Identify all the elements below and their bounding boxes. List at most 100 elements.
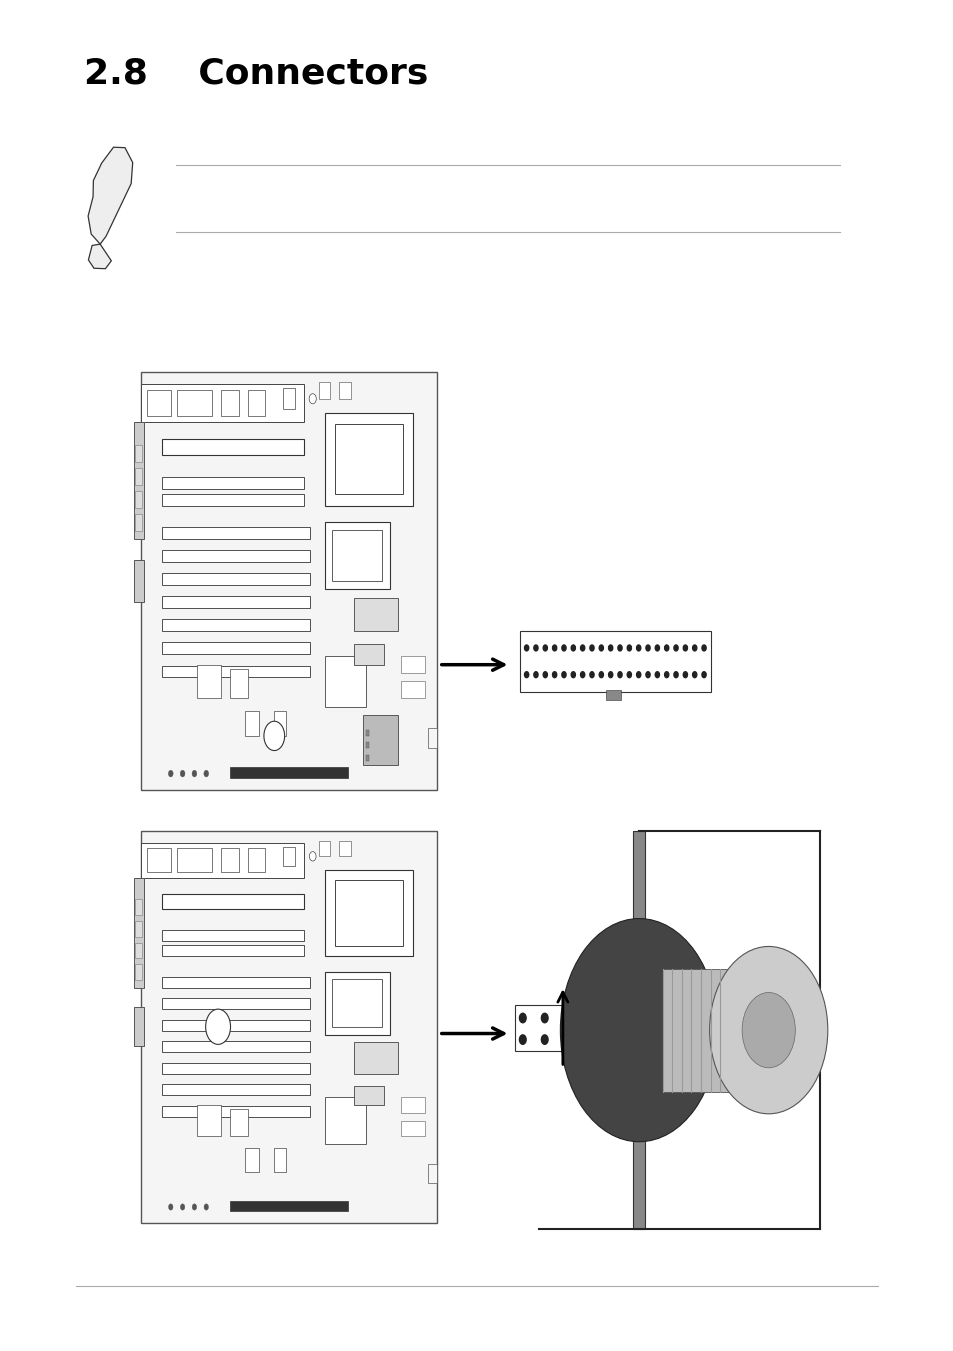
Circle shape xyxy=(608,671,612,678)
Bar xyxy=(734,988,747,1073)
Bar xyxy=(134,490,142,508)
Bar xyxy=(324,657,366,707)
Bar xyxy=(283,388,294,409)
Bar xyxy=(221,848,238,871)
Bar xyxy=(197,1105,221,1136)
Circle shape xyxy=(692,644,696,651)
Circle shape xyxy=(518,1013,526,1023)
Bar xyxy=(362,715,398,765)
Bar xyxy=(162,494,303,505)
Circle shape xyxy=(645,644,649,651)
Bar xyxy=(366,755,369,761)
Circle shape xyxy=(709,947,827,1113)
Circle shape xyxy=(664,671,668,678)
Bar xyxy=(134,965,142,979)
Bar xyxy=(162,893,303,909)
Bar xyxy=(244,1148,259,1171)
Bar xyxy=(176,390,212,416)
Circle shape xyxy=(169,1204,172,1210)
Bar xyxy=(141,843,303,878)
Bar xyxy=(274,1148,286,1171)
Bar xyxy=(147,390,171,416)
Bar xyxy=(335,424,402,494)
Bar xyxy=(133,878,144,988)
Circle shape xyxy=(542,671,547,678)
Bar xyxy=(197,665,221,698)
Circle shape xyxy=(180,770,185,777)
Circle shape xyxy=(645,671,649,678)
Bar xyxy=(354,1043,398,1074)
Bar xyxy=(134,900,142,915)
Bar xyxy=(162,643,310,654)
Bar xyxy=(134,943,142,958)
Bar xyxy=(274,711,286,736)
Circle shape xyxy=(598,644,603,651)
Circle shape xyxy=(580,644,584,651)
Bar xyxy=(318,840,330,857)
Bar xyxy=(230,767,348,778)
Circle shape xyxy=(534,644,537,651)
Bar xyxy=(244,711,259,736)
Circle shape xyxy=(571,644,575,651)
Circle shape xyxy=(552,644,557,651)
Circle shape xyxy=(518,1035,526,1044)
Bar xyxy=(324,971,389,1035)
Circle shape xyxy=(524,644,528,651)
Circle shape xyxy=(559,919,718,1142)
Bar xyxy=(332,531,381,581)
Circle shape xyxy=(562,1035,570,1044)
Circle shape xyxy=(534,671,537,678)
Bar xyxy=(248,848,265,871)
Bar xyxy=(162,620,310,631)
Circle shape xyxy=(626,644,631,651)
Bar xyxy=(428,1163,436,1183)
Bar xyxy=(162,477,303,489)
Bar xyxy=(324,523,389,589)
Circle shape xyxy=(618,671,621,678)
Text: 2.8    Connectors: 2.8 Connectors xyxy=(84,57,428,91)
Bar xyxy=(134,513,142,531)
Bar xyxy=(162,977,310,988)
Circle shape xyxy=(673,671,678,678)
Circle shape xyxy=(741,993,795,1067)
Bar xyxy=(133,1008,144,1046)
Circle shape xyxy=(692,671,696,678)
Circle shape xyxy=(541,1013,548,1023)
Bar xyxy=(366,730,369,736)
Bar xyxy=(428,727,436,748)
Circle shape xyxy=(309,393,316,404)
Bar xyxy=(162,666,310,677)
Bar xyxy=(134,921,142,936)
Bar xyxy=(221,390,238,416)
Bar xyxy=(162,550,310,562)
Bar xyxy=(134,444,142,462)
Bar xyxy=(339,840,351,857)
Circle shape xyxy=(589,644,594,651)
Circle shape xyxy=(180,1204,185,1210)
Bar xyxy=(401,1097,425,1113)
Bar xyxy=(605,690,620,700)
Bar xyxy=(335,881,402,946)
Bar xyxy=(366,742,369,748)
Circle shape xyxy=(701,671,705,678)
Bar xyxy=(162,1042,310,1052)
Circle shape xyxy=(618,644,621,651)
Circle shape xyxy=(580,671,584,678)
Bar xyxy=(354,644,383,665)
Bar xyxy=(162,527,310,539)
Bar xyxy=(141,372,436,790)
Circle shape xyxy=(608,644,612,651)
Circle shape xyxy=(598,671,603,678)
Circle shape xyxy=(204,770,209,777)
Bar xyxy=(141,831,436,1223)
Circle shape xyxy=(192,1204,196,1210)
Circle shape xyxy=(682,671,687,678)
Bar xyxy=(230,669,248,698)
Circle shape xyxy=(552,671,557,678)
Circle shape xyxy=(542,644,547,651)
Circle shape xyxy=(561,671,565,678)
Circle shape xyxy=(561,644,565,651)
Circle shape xyxy=(309,851,315,861)
Bar xyxy=(230,1201,348,1210)
Bar xyxy=(401,681,425,698)
